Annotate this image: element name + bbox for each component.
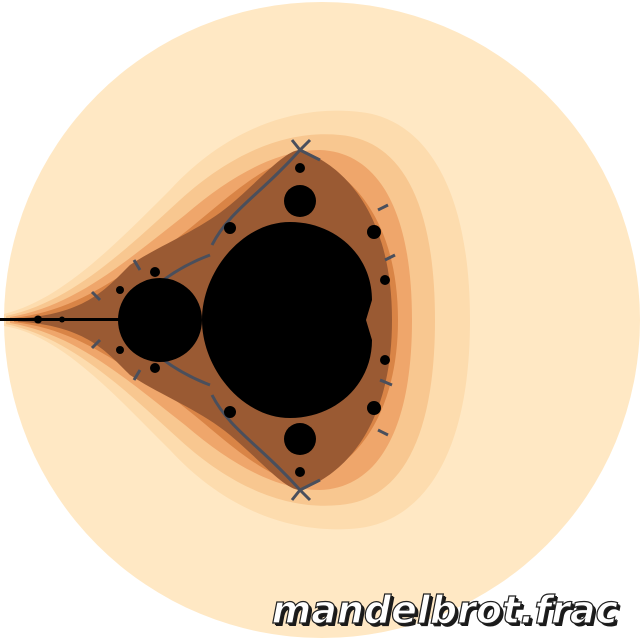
fractal-minibulb [59, 316, 65, 323]
fractal-bud [116, 286, 124, 294]
fractal-bottom-bulb [284, 423, 316, 455]
fractal-bud [224, 406, 236, 418]
fractal-bud [295, 163, 305, 173]
fractal-period2-bulb [118, 278, 202, 362]
fractal-minibulb [34, 315, 42, 324]
fractal-bud [380, 275, 390, 285]
fractal-bud [224, 222, 236, 234]
fractal-bud [367, 225, 381, 239]
fractal-bud [150, 363, 160, 373]
fractal-bud [116, 346, 124, 354]
image-caption: mandelbrot.frac [271, 587, 619, 632]
fractal-top-bulb [284, 185, 316, 217]
fractal-bud [380, 355, 390, 365]
fractal-bud [295, 467, 305, 477]
fractal-bud [367, 401, 381, 415]
fractal-bud [150, 267, 160, 277]
fractal-main-cardioid [202, 222, 372, 418]
